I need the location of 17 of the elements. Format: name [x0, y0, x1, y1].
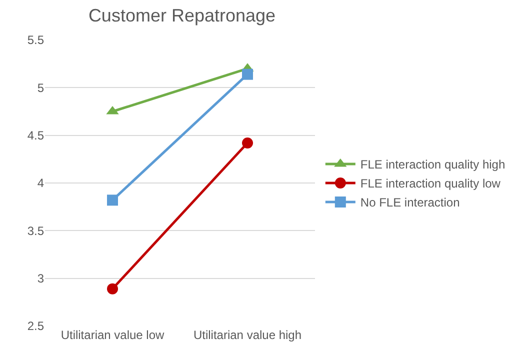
x-tick-label: Utilitarian value high — [193, 328, 302, 342]
legend-label: FLE interaction quality low — [360, 176, 501, 191]
point — [107, 194, 118, 206]
y-tick-label: 4 — [37, 176, 44, 190]
y-tick-label: 5.5 — [27, 33, 44, 48]
point — [242, 68, 253, 80]
y-tick-label: 3.5 — [27, 224, 44, 238]
point — [242, 137, 253, 148]
point — [107, 283, 118, 294]
chart-title: Customer Repatronage — [88, 6, 276, 26]
legend-label: No FLE interaction — [360, 196, 460, 210]
y-tick-label: 5 — [37, 80, 44, 95]
legend-label: FLE interaction quality high — [360, 158, 506, 172]
y-tick-label: 2.5 — [27, 319, 44, 334]
y-tick-label: 4.5 — [27, 128, 44, 143]
y-tick-label: 3 — [37, 272, 44, 286]
x-tick-label: Utilitarian value low — [60, 328, 165, 342]
